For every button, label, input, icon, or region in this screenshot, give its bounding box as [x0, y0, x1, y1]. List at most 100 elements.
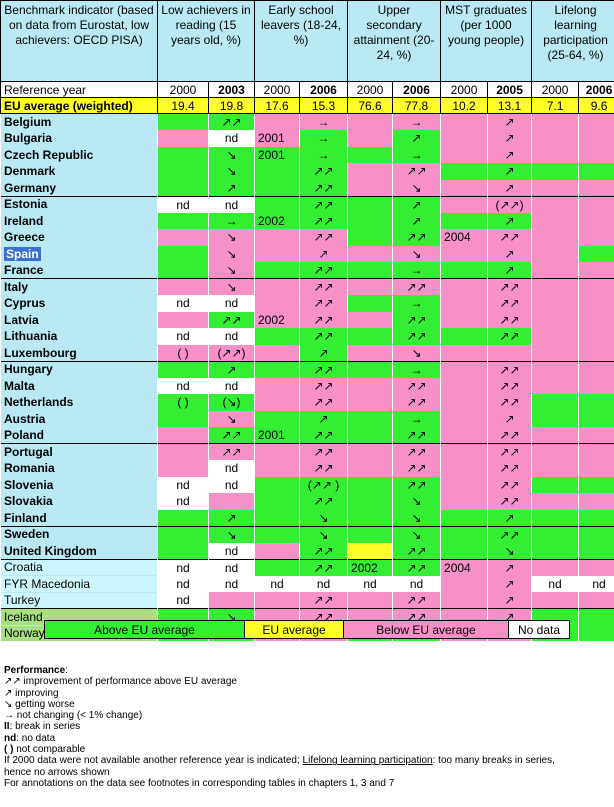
country-row: Lithuania nd nd ↗↗ ↗↗ ↗↗ — [0, 327, 614, 345]
indicator-cell — [347, 179, 394, 196]
note-nd: : no data — [16, 732, 56, 744]
legend: Above EU average EU average Below EU ave… — [44, 620, 570, 639]
performance-heading: Performance — [4, 665, 66, 676]
indicator-cell — [578, 608, 614, 625]
indicator-cell: ↘ — [392, 493, 442, 510]
indicator-cell: ↗↗ — [487, 476, 533, 493]
indicator-cell — [347, 460, 394, 477]
indicator-cell: → — [392, 410, 442, 427]
indicator-cell: ↗↗ — [392, 278, 442, 295]
country-row: FYR Macedonia nd nd nd nd nd nd ↗ nd nd — [0, 575, 614, 592]
indicator-cell: ↗↗ — [298, 229, 349, 246]
eu-value: 7.1 — [531, 97, 580, 114]
country-row: Czech Republic ↘ 2001 → → ↗ — [0, 146, 614, 163]
indicator-cell: ↗↗ — [392, 311, 442, 328]
indicator-cell — [531, 163, 580, 180]
indicator-cell: ↗↗ — [298, 542, 349, 559]
indicator-cell — [440, 295, 489, 312]
indicator-cell — [347, 542, 394, 559]
indicator-cell: ↗↗ — [208, 427, 255, 444]
indicator-cell: ↘ — [208, 278, 255, 295]
indicator-cell: (↗↗) — [208, 344, 255, 361]
indicator-cell — [531, 493, 580, 510]
indicator-cell: nd — [157, 295, 209, 312]
indicator-cell: nd — [208, 460, 255, 477]
country-row: Finland ↗ ↘ ↘ ↗ — [0, 509, 614, 526]
nc-symbol: ( ) — [4, 744, 14, 756]
indicator-cell: ↗ — [298, 410, 349, 427]
indicator-cell — [531, 146, 580, 163]
indicator-cell — [578, 344, 614, 361]
indicator-cell — [440, 493, 489, 510]
indicator-cell: ↗↗ — [298, 278, 349, 295]
indicator-cell: ↗ — [392, 130, 442, 147]
indicator-cell: ↗↗ — [487, 311, 533, 328]
indicator-cell: ↗↗ — [487, 360, 533, 378]
note-notchanging: not changing (< 1% change) — [16, 710, 143, 722]
indicator-cell: ↗↗ — [298, 592, 349, 609]
indicator-cell: ↗↗ — [392, 229, 442, 246]
indicator-cell — [254, 509, 300, 526]
indicator-cell: ↘ — [208, 410, 255, 427]
indicator-cell: ↗↗ — [392, 377, 442, 394]
country-row: Croatia nd nd ↗↗ 2002 ↗↗ 2004 ↗ — [0, 558, 614, 576]
indicator-cell — [440, 575, 489, 592]
indicator-cell — [578, 525, 614, 543]
country-name: Malta — [0, 377, 158, 394]
note-improvement: improvement of performance above EU aver… — [23, 676, 237, 688]
country-row: Sweden ↘ ↘ ↘ ↗↗ — [0, 525, 614, 543]
indicator-cell: ↗ — [487, 113, 533, 130]
indicator-cell: ↘ — [392, 179, 442, 196]
indicator-cell: 2004 — [440, 558, 489, 576]
indicator-cell — [157, 427, 209, 444]
indicator-cell: ↗↗ — [298, 360, 349, 378]
indicator-cell — [254, 460, 300, 477]
indicator-cell — [440, 328, 489, 345]
indicator-cell — [578, 146, 614, 163]
indicator-cell: → — [392, 113, 442, 130]
indicator-cell — [254, 443, 300, 460]
country-name: Finland — [0, 509, 158, 526]
country-name: Netherlands — [0, 393, 158, 411]
ref-year: 2000 — [347, 81, 394, 98]
ref-year: 2005 — [487, 81, 533, 98]
country-row: Slovenia nd nd (↗↗ ) ↗↗ ↗↗ — [0, 476, 614, 493]
indicator-cell — [578, 328, 614, 345]
indicator-cell — [531, 195, 580, 213]
indicator-cell — [254, 295, 300, 312]
indicator-cell: ↗↗ — [487, 295, 533, 312]
indicator-cell — [578, 443, 614, 460]
indicator-cell — [254, 558, 300, 576]
country-name: Belgium — [0, 113, 158, 130]
indicator-cell: ↗↗ — [298, 295, 349, 312]
indicator-cell — [440, 195, 489, 213]
indicator-cell: ↗↗ — [298, 179, 349, 196]
indicator-cell — [347, 443, 394, 460]
country-name: Portugal — [0, 443, 158, 460]
ref-year: 2000 — [531, 81, 580, 98]
indicator-cell — [347, 295, 394, 312]
indicator-cell: nd — [157, 558, 209, 576]
eu-value: 76.6 — [347, 97, 394, 114]
indicator-cell — [254, 410, 300, 427]
indicator-cell — [347, 146, 394, 163]
indicator-cell: ↗ — [487, 163, 533, 180]
indicator-cell: nd — [208, 377, 255, 394]
indicator-cell — [440, 262, 489, 279]
indicator-cell — [440, 410, 489, 427]
indicator-cell: nd — [208, 195, 255, 213]
indicator-cell — [347, 509, 394, 526]
indicator-cell: ↘ — [208, 146, 255, 163]
indicator-cell: nd — [298, 575, 349, 592]
note-improving: improving — [15, 687, 59, 699]
country-name: Czech Republic — [0, 146, 158, 163]
indicator-cell: ↗ — [487, 410, 533, 427]
country-name: Poland — [0, 426, 158, 444]
indicator-cell — [440, 344, 489, 361]
indicator-cell: nd — [347, 575, 394, 592]
indicator-cell: ↗↗ — [298, 558, 349, 576]
indicator-cell: ↗↗ — [298, 195, 349, 213]
indicator-cell — [578, 460, 614, 477]
indicator-cell: ↗↗ — [392, 427, 442, 444]
indicator-cell: ↘ — [208, 525, 255, 543]
